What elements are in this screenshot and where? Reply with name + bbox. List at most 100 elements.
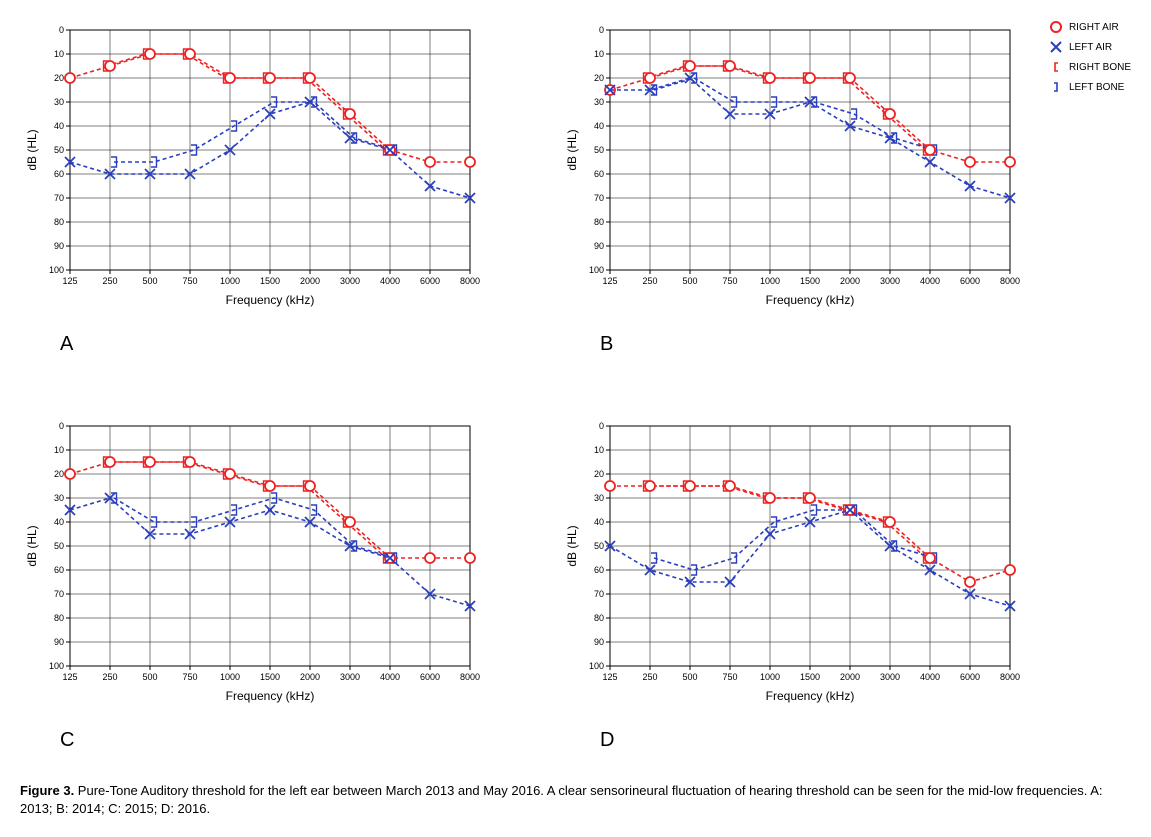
svg-text:40: 40 xyxy=(54,517,64,527)
svg-text:750: 750 xyxy=(722,276,737,286)
svg-text:6000: 6000 xyxy=(960,276,980,286)
svg-text:70: 70 xyxy=(54,589,64,599)
svg-text:4000: 4000 xyxy=(920,672,940,682)
svg-text:6000: 6000 xyxy=(420,276,440,286)
panel-B: 0102030405060708090100125250500750100015… xyxy=(560,20,1020,356)
svg-text:4000: 4000 xyxy=(920,276,940,286)
svg-text:4000: 4000 xyxy=(380,672,400,682)
figure-3: RIGHT AIR LEFT AIR RIGHT BONE LEFT BONE … xyxy=(20,20,1131,817)
svg-text:20: 20 xyxy=(594,469,604,479)
svg-text:80: 80 xyxy=(594,217,604,227)
svg-text:3000: 3000 xyxy=(880,672,900,682)
svg-text:3000: 3000 xyxy=(340,672,360,682)
svg-text:500: 500 xyxy=(142,672,157,682)
svg-text:40: 40 xyxy=(54,121,64,131)
svg-text:50: 50 xyxy=(54,541,64,551)
legend-item-right-air: RIGHT AIR xyxy=(1049,20,1131,34)
svg-text:1500: 1500 xyxy=(800,276,820,286)
svg-text:2000: 2000 xyxy=(300,276,320,286)
audiogram-C: 0102030405060708090100125250500750100015… xyxy=(20,416,480,716)
svg-text:20: 20 xyxy=(54,73,64,83)
svg-text:1500: 1500 xyxy=(800,672,820,682)
svg-text:8000: 8000 xyxy=(1000,672,1020,682)
svg-text:2000: 2000 xyxy=(840,672,860,682)
svg-text:750: 750 xyxy=(182,276,197,286)
svg-text:6000: 6000 xyxy=(420,672,440,682)
svg-text:8000: 8000 xyxy=(460,672,480,682)
legend-item-right-bone: RIGHT BONE xyxy=(1049,60,1131,74)
panel-D: 0102030405060708090100125250500750100015… xyxy=(560,416,1020,752)
svg-text:8000: 8000 xyxy=(460,276,480,286)
svg-text:60: 60 xyxy=(54,565,64,575)
svg-text:125: 125 xyxy=(602,672,617,682)
svg-text:30: 30 xyxy=(594,493,604,503)
svg-text:30: 30 xyxy=(594,97,604,107)
svg-text:100: 100 xyxy=(49,661,64,671)
figure-caption: Figure 3. Pure-Tone Auditory threshold f… xyxy=(20,782,1131,817)
audiogram-A: 0102030405060708090100125250500750100015… xyxy=(20,20,480,320)
svg-text:40: 40 xyxy=(594,517,604,527)
panel-label: D xyxy=(600,729,1020,752)
legend: RIGHT AIR LEFT AIR RIGHT BONE LEFT BONE xyxy=(1049,20,1131,100)
svg-text:Frequency (kHz): Frequency (kHz) xyxy=(766,689,855,703)
svg-text:90: 90 xyxy=(594,637,604,647)
legend-label: RIGHT BONE xyxy=(1069,62,1131,73)
svg-text:3000: 3000 xyxy=(880,276,900,286)
legend-label: LEFT BONE xyxy=(1069,82,1124,93)
svg-text:500: 500 xyxy=(682,672,697,682)
svg-text:60: 60 xyxy=(54,169,64,179)
svg-text:90: 90 xyxy=(54,241,64,251)
panel-A: 0102030405060708090100125250500750100015… xyxy=(20,20,480,356)
svg-text:4000: 4000 xyxy=(380,276,400,286)
svg-text:90: 90 xyxy=(54,637,64,647)
svg-text:100: 100 xyxy=(589,265,604,275)
svg-text:dB (HL): dB (HL) xyxy=(25,525,39,566)
legend-label: LEFT AIR xyxy=(1069,42,1112,53)
svg-text:50: 50 xyxy=(54,145,64,155)
svg-text:6000: 6000 xyxy=(960,672,980,682)
legend-label: RIGHT AIR xyxy=(1069,22,1119,33)
svg-text:1000: 1000 xyxy=(220,672,240,682)
svg-text:dB (HL): dB (HL) xyxy=(565,525,579,566)
svg-text:0: 0 xyxy=(599,421,604,431)
caption-prefix: Figure 3. xyxy=(20,783,74,798)
panel-C: 0102030405060708090100125250500750100015… xyxy=(20,416,480,752)
svg-text:1500: 1500 xyxy=(260,672,280,682)
svg-text:60: 60 xyxy=(594,565,604,575)
svg-text:dB (HL): dB (HL) xyxy=(565,129,579,170)
svg-text:125: 125 xyxy=(62,276,77,286)
svg-text:20: 20 xyxy=(594,73,604,83)
svg-text:1500: 1500 xyxy=(260,276,280,286)
panel-label: B xyxy=(600,333,1020,356)
svg-text:250: 250 xyxy=(642,276,657,286)
svg-text:80: 80 xyxy=(54,613,64,623)
svg-text:10: 10 xyxy=(594,49,604,59)
panel-label: A xyxy=(60,333,480,356)
audiogram-D: 0102030405060708090100125250500750100015… xyxy=(560,416,1020,716)
svg-text:70: 70 xyxy=(54,193,64,203)
svg-text:750: 750 xyxy=(722,672,737,682)
svg-text:50: 50 xyxy=(594,541,604,551)
svg-text:8000: 8000 xyxy=(1000,276,1020,286)
svg-text:10: 10 xyxy=(54,445,64,455)
svg-text:Frequency (kHz): Frequency (kHz) xyxy=(226,689,315,703)
svg-text:100: 100 xyxy=(49,265,64,275)
svg-text:0: 0 xyxy=(59,421,64,431)
svg-text:0: 0 xyxy=(59,25,64,35)
panel-label: C xyxy=(60,729,480,752)
legend-item-left-bone: LEFT BONE xyxy=(1049,80,1131,94)
svg-text:750: 750 xyxy=(182,672,197,682)
svg-text:90: 90 xyxy=(594,241,604,251)
svg-text:Frequency (kHz): Frequency (kHz) xyxy=(226,293,315,307)
svg-text:1000: 1000 xyxy=(760,672,780,682)
svg-text:80: 80 xyxy=(54,217,64,227)
svg-text:dB (HL): dB (HL) xyxy=(25,129,39,170)
svg-text:250: 250 xyxy=(102,672,117,682)
svg-text:Frequency (kHz): Frequency (kHz) xyxy=(766,293,855,307)
svg-text:500: 500 xyxy=(682,276,697,286)
svg-text:1000: 1000 xyxy=(760,276,780,286)
svg-text:250: 250 xyxy=(102,276,117,286)
svg-text:100: 100 xyxy=(589,661,604,671)
svg-text:60: 60 xyxy=(594,169,604,179)
svg-text:20: 20 xyxy=(54,469,64,479)
